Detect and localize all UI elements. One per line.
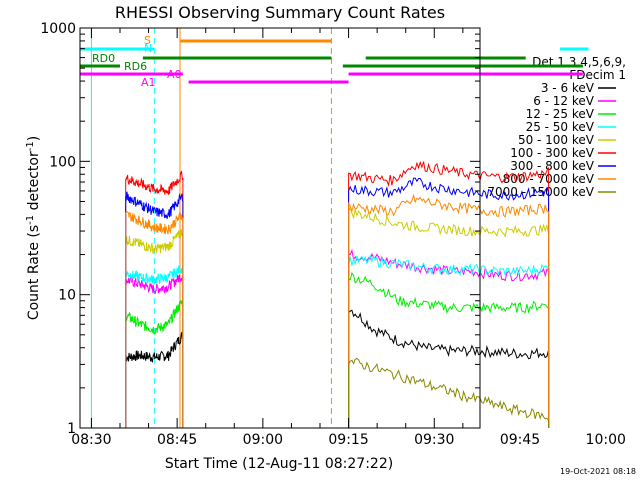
- series-line-3: [348, 254, 550, 428]
- series-line-6: [125, 191, 184, 428]
- y-axis-label-tail: detector: [26, 151, 42, 215]
- x-tick-label: 10:00: [586, 432, 626, 448]
- flag-label-RD0: RD0: [92, 52, 115, 65]
- timestamp: 19-Oct-2021 08:18: [560, 467, 636, 476]
- series-line-3: [125, 265, 184, 428]
- legend-entry-label: 300 - 800 keV: [510, 159, 594, 173]
- series-line-0: [125, 331, 184, 428]
- chart-title: RHESSI Observing Summary Count Rates: [115, 3, 445, 22]
- y-axis-label-main: Count Rate (s: [26, 225, 42, 320]
- x-tick-label: 09:00: [243, 432, 283, 448]
- series-line-4: [348, 207, 550, 428]
- y-axis-label-sup: -1: [25, 215, 36, 225]
- y-tick-label: 10: [58, 288, 76, 304]
- series-line-7: [125, 211, 184, 428]
- legend-entry-label: 12 - 25 keV: [526, 107, 595, 121]
- series-line-5: [125, 170, 184, 428]
- x-tick-label: 09:15: [328, 432, 368, 448]
- series-line-2: [348, 272, 550, 428]
- plot-frame: [79, 27, 481, 429]
- x-tick-label: 08:30: [71, 432, 111, 448]
- series-line-4: [125, 229, 184, 428]
- legend-entry-label: 50 - 100 keV: [518, 133, 595, 147]
- state-flags: SN RD0 RD6 A0 A1: [80, 28, 589, 428]
- x-tick-label: 08:45: [157, 432, 197, 448]
- series-line-8: [348, 357, 550, 428]
- y-axis-label: Count Rate (s-1 detector-1): [25, 136, 43, 320]
- y-tick-label: 100: [49, 154, 76, 170]
- series-line-2: [125, 298, 184, 428]
- legend-entry-label: 3 - 6 keV: [541, 81, 595, 95]
- legend-header-2: FDecim 1: [569, 68, 626, 82]
- legend-entry-label: 25 - 50 keV: [526, 120, 595, 134]
- series-line-1: [125, 274, 184, 428]
- series-line-1: [348, 248, 550, 428]
- x-tick-label: 09:30: [414, 432, 454, 448]
- series-line-7: [348, 193, 550, 428]
- x-axis-label: Start Time (12-Aug-11 08:27:22): [165, 456, 393, 472]
- series-line-0: [348, 309, 550, 428]
- flag-label-S: S: [144, 34, 151, 47]
- y-axis-label-sup2: -1: [25, 141, 36, 151]
- legend-entry-label: 100 - 300 keV: [510, 146, 594, 160]
- flag-label-A0: A0: [167, 68, 182, 81]
- y-axis-label-close: ): [26, 136, 42, 141]
- series-line-5: [348, 160, 550, 428]
- axes: 1 10 100 1000 08:30 08:45 09:00 09:15 09:30 09:45…: [40, 21, 626, 448]
- y-tick-label: 1000: [40, 21, 76, 37]
- data-layer: [125, 160, 550, 428]
- flag-label-A1: A1: [141, 76, 156, 89]
- series-line-6: [348, 177, 550, 428]
- legend-entry-label: 6 - 12 keV: [533, 94, 595, 108]
- flag-label-N: N: [144, 42, 152, 55]
- x-tick-label: 09:45: [500, 432, 540, 448]
- y-tick-label: 1: [67, 421, 76, 437]
- flag-label-RD6: RD6: [124, 60, 147, 73]
